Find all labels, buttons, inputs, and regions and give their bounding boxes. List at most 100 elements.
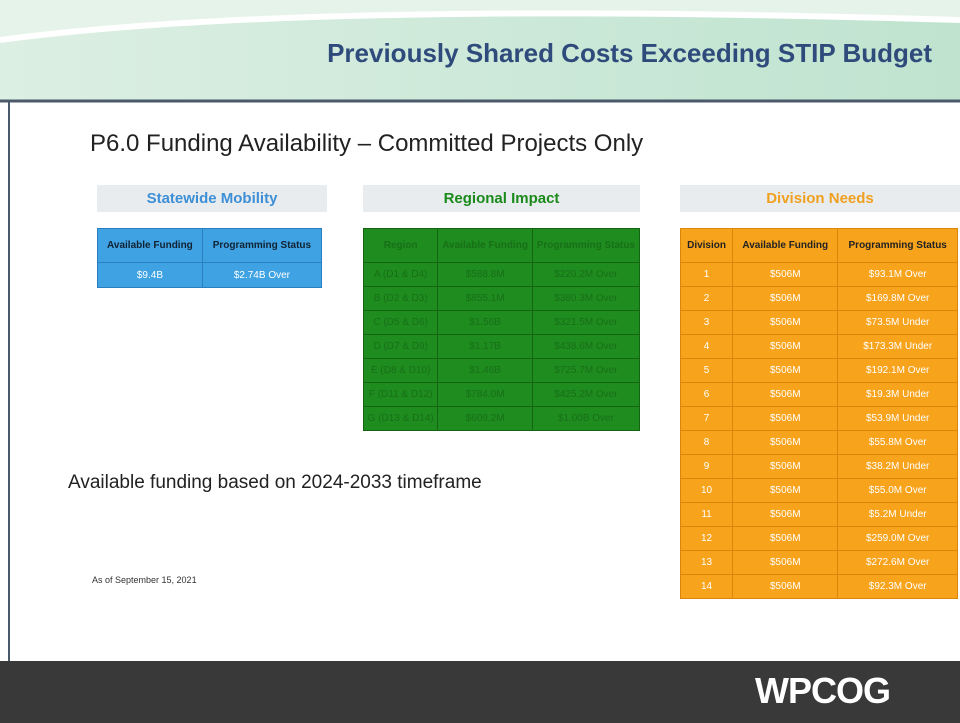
table-cell: 3 bbox=[679, 310, 734, 335]
table-cell: $1.00B Over bbox=[531, 406, 641, 431]
column-header: Programming Status bbox=[201, 228, 323, 263]
table-row: D (D7 & D9) $1.17B $438.6M Over bbox=[362, 334, 641, 359]
table-cell: $220.2M Over bbox=[531, 262, 641, 287]
table-cell: $506M bbox=[732, 478, 839, 503]
table-cell: F (D11 & D12) bbox=[362, 382, 439, 407]
table-cell: $425.2M Over bbox=[531, 382, 641, 407]
table-title: Regional Impact bbox=[363, 185, 640, 212]
table-cell: $506M bbox=[732, 286, 839, 311]
table-cell: $1.56B bbox=[437, 310, 533, 335]
table-cell: C (D5 & D6) bbox=[362, 310, 439, 335]
column-header: Available Funding bbox=[437, 228, 533, 263]
table-cell: $725.7M Over bbox=[531, 358, 641, 383]
table-cell: $380.3M Over bbox=[531, 286, 641, 311]
table-row: A (D1 & D4) $588.8M $220.2M Over bbox=[362, 262, 641, 287]
table-row: G (D13 & D14) $609.2M $1.00B Over bbox=[362, 406, 641, 431]
table-cell: $506M bbox=[732, 334, 839, 359]
table-row: 2 $506M $169.8M Over bbox=[679, 286, 958, 311]
table-cell: $1.46B bbox=[437, 358, 533, 383]
table-cell: 2 bbox=[679, 286, 734, 311]
table-cell: $272.6M Over bbox=[837, 550, 958, 575]
table-cell: $2.74B Over bbox=[201, 262, 323, 288]
table-cell: 7 bbox=[679, 406, 734, 431]
table-cell: 14 bbox=[679, 574, 734, 599]
table-cell: $38.2M Under bbox=[837, 454, 958, 479]
table-cell: $506M bbox=[732, 406, 839, 431]
table-row: 10 $506M $55.0M Over bbox=[679, 478, 958, 503]
column-header: Programming Status bbox=[531, 228, 641, 263]
table-row: F (D11 & D12) $784.0M $425.2M Over bbox=[362, 382, 641, 407]
table-cell: $93.1M Over bbox=[837, 262, 958, 287]
table-row: 8 $506M $55.8M Over bbox=[679, 430, 958, 455]
header-row: Division Available Funding Programming Sta… bbox=[679, 228, 958, 263]
table-cell: 9 bbox=[679, 454, 734, 479]
column-header: Division bbox=[679, 228, 734, 263]
table-row: 6 $506M $19.3M Under bbox=[679, 382, 958, 407]
table-cell: $259.0M Over bbox=[837, 526, 958, 551]
column-header: Available Funding bbox=[732, 228, 839, 263]
regional-table: Region Available Funding Programming Statu… bbox=[362, 228, 641, 431]
table-cell: $784.0M bbox=[437, 382, 533, 407]
table-title: Statewide Mobility bbox=[97, 185, 327, 212]
column-header: Available Funding bbox=[97, 228, 203, 263]
table-cell: $1.17B bbox=[437, 334, 533, 359]
table-cell: D (D7 & D9) bbox=[362, 334, 439, 359]
table-cell: $506M bbox=[732, 310, 839, 335]
table-cell: $855.1M bbox=[437, 286, 533, 311]
table-cell: $92.3M Over bbox=[837, 574, 958, 599]
table-cell: $609.2M bbox=[437, 406, 533, 431]
table-cell: $438.6M Over bbox=[531, 334, 641, 359]
table-title: Division Needs bbox=[680, 185, 960, 212]
table-cell: $506M bbox=[732, 430, 839, 455]
table-cell: $506M bbox=[732, 574, 839, 599]
note: Available funding based on 2024-2033 tim… bbox=[68, 472, 482, 493]
table-cell: 5 bbox=[679, 358, 734, 383]
table-cell: $173.3M Under bbox=[837, 334, 958, 359]
table-row: C (D5 & D6) $1.56B $321.5M Over bbox=[362, 310, 641, 335]
table-cell: 12 bbox=[679, 526, 734, 551]
table-cell: 13 bbox=[679, 550, 734, 575]
table-row: 3 $506M $73.5M Under bbox=[679, 310, 958, 335]
logo: WPCOG bbox=[755, 670, 891, 711]
table-row: B (D2 & D3) $855.1M $380.3M Over bbox=[362, 286, 641, 311]
table-row: 14 $506M $92.3M Over bbox=[679, 574, 958, 599]
table-cell: $55.8M Over bbox=[837, 430, 958, 455]
table-cell: G (D13 & D14) bbox=[362, 406, 439, 431]
table-cell: $19.3M Under bbox=[837, 382, 958, 407]
column-header: Programming Status bbox=[837, 228, 958, 263]
table-cell: 6 bbox=[679, 382, 734, 407]
table-row: 13 $506M $272.6M Over bbox=[679, 550, 958, 575]
statewide-table: Available Funding Programming Status $9.4B… bbox=[97, 228, 323, 288]
table-row: E (D8 & D10) $1.46B $725.7M Over bbox=[362, 358, 641, 383]
header-row: Region Available Funding Programming Statu… bbox=[362, 228, 641, 263]
header-row: Available Funding Programming Status bbox=[97, 228, 323, 263]
column-header: Region bbox=[362, 228, 439, 263]
table-row: 1 $506M $93.1M Over bbox=[679, 262, 958, 287]
table-cell: $321.5M Over bbox=[531, 310, 641, 335]
division-table: Division Available Funding Programming Sta… bbox=[679, 228, 958, 599]
table-cell: $506M bbox=[732, 526, 839, 551]
table-row: 11 $506M $5.2M Under bbox=[679, 502, 958, 527]
table-cell: $506M bbox=[732, 262, 839, 287]
table-cell: $53.9M Under bbox=[837, 406, 958, 431]
table-row: 12 $506M $259.0M Over bbox=[679, 526, 958, 551]
table-cell: $192.1M Over bbox=[837, 358, 958, 383]
table-row: 7 $506M $53.9M Under bbox=[679, 406, 958, 431]
table-row: $9.4B $2.74B Over bbox=[97, 262, 323, 288]
table-cell: B (D2 & D3) bbox=[362, 286, 439, 311]
table-row: 4 $506M $173.3M Under bbox=[679, 334, 958, 359]
table-cell: A (D1 & D4) bbox=[362, 262, 439, 287]
table-cell: $588.8M bbox=[437, 262, 533, 287]
table-row: 9 $506M $38.2M Under bbox=[679, 454, 958, 479]
table-cell: $9.4B bbox=[97, 262, 203, 288]
as-of-date: As of September 15, 2021 bbox=[92, 575, 197, 585]
table-cell: 8 bbox=[679, 430, 734, 455]
table-cell: 10 bbox=[679, 478, 734, 503]
table-cell: 11 bbox=[679, 502, 734, 527]
table-cell: E (D8 & D10) bbox=[362, 358, 439, 383]
table-cell: 1 bbox=[679, 262, 734, 287]
heading: P6.0 Funding Availability – Committed Pr… bbox=[90, 130, 644, 157]
table-cell: $169.8M Over bbox=[837, 286, 958, 311]
